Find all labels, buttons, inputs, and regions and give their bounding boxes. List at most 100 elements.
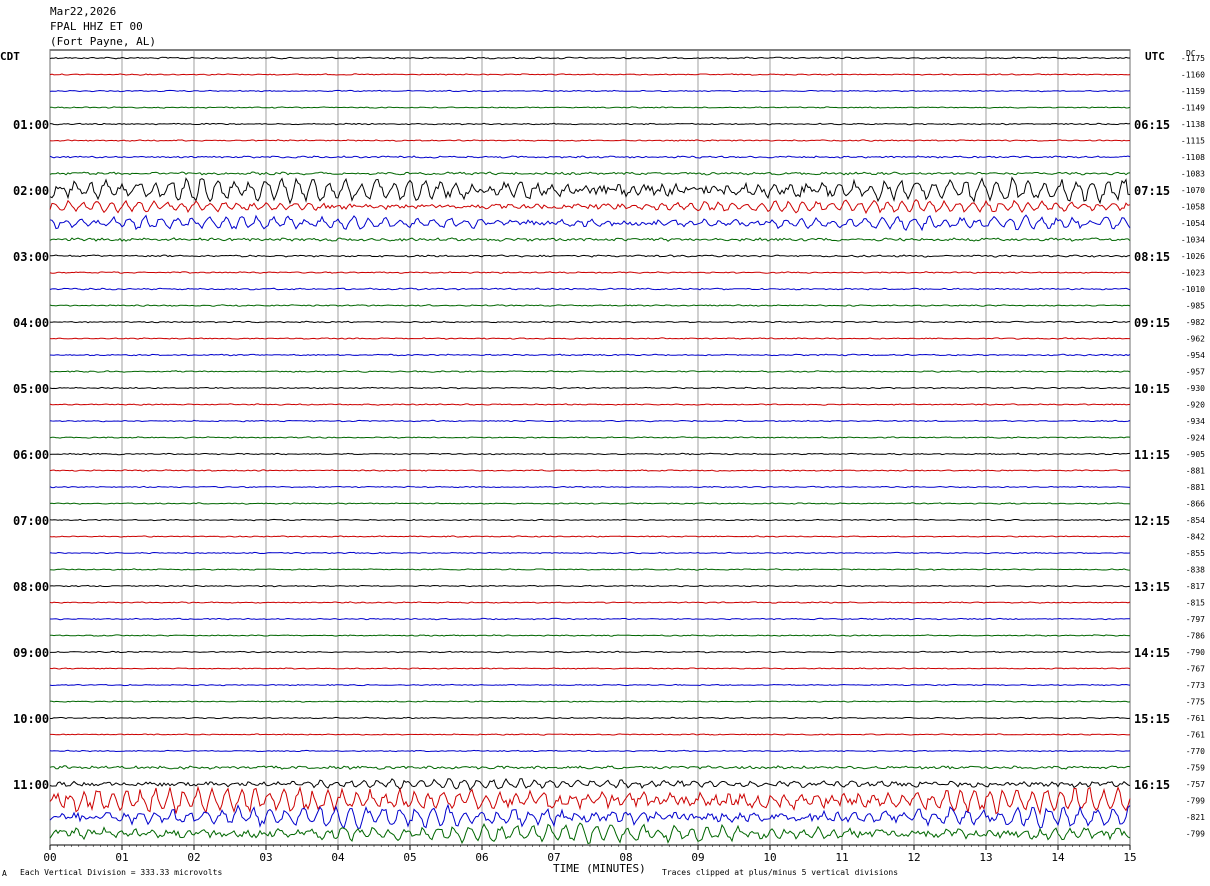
dc-offset-label: -934 (1186, 417, 1205, 426)
location-label: (Fort Payne, AL) (50, 35, 156, 48)
seismic-trace (49, 601, 1131, 604)
seismic-trace (49, 254, 1131, 258)
dc-offset-label: -797 (1186, 615, 1205, 624)
dc-offset-label: -924 (1186, 434, 1205, 443)
left-hour-label: 11:00 (13, 778, 49, 792)
corner-mark: A (2, 869, 7, 878)
dc-offset-label: -775 (1186, 698, 1205, 707)
dc-offset-label: -767 (1186, 665, 1205, 674)
dc-offset-label: -881 (1186, 467, 1205, 476)
right-hour-labels: 06:15 07:15 08:15 09:15 10:15 11:15 12:15 13:15… (1134, 118, 1170, 792)
dc-offset-label: -930 (1186, 384, 1205, 393)
seismic-trace (50, 106, 1131, 109)
x-tick-label: 04 (331, 851, 345, 864)
left-hour-label: 06:00 (13, 448, 49, 462)
dc-offset-label: -982 (1186, 318, 1205, 327)
seismic-trace (49, 370, 1131, 373)
dc-offset-label: -799 (1186, 797, 1205, 806)
x-tick-label: 05 (403, 851, 416, 864)
left-hour-label: 10:00 (13, 712, 49, 726)
dc-offset-label: -905 (1186, 450, 1205, 459)
seismic-trace (49, 452, 1131, 456)
x-tick-label: 06 (475, 851, 488, 864)
seismic-trace (49, 304, 1131, 307)
seismic-trace (49, 803, 1131, 829)
seismic-trace (49, 749, 1131, 753)
left-hour-label: 09:00 (13, 646, 49, 660)
seismic-trace (49, 469, 1131, 472)
left-hour-label: 03:00 (13, 250, 49, 264)
left-hour-label: 01:00 (13, 118, 49, 132)
dc-offset-label: -770 (1186, 747, 1205, 756)
seismic-trace (49, 386, 1131, 390)
seismic-trace (49, 89, 1131, 93)
scale-note: Each Vertical Division = 333.33 microvol… (20, 868, 223, 877)
dc-offset-label: -1010 (1181, 285, 1205, 294)
dc-offset-label: -1070 (1181, 186, 1205, 195)
seismic-trace (49, 56, 1130, 60)
x-tick-label: 00 (43, 851, 56, 864)
seismic-trace (49, 403, 1131, 406)
date-label: Mar22,2026 (50, 5, 117, 18)
dc-offset-label: -761 (1186, 731, 1205, 740)
seismic-trace (49, 551, 1131, 555)
left-hour-label: 05:00 (13, 382, 49, 396)
x-tick-label: 11 (835, 851, 848, 864)
right-hour-label: 15:15 (1134, 712, 1170, 726)
right-hour-label: 14:15 (1134, 646, 1170, 660)
seismic-trace (49, 214, 1131, 232)
seismic-trace (49, 822, 1131, 845)
seismic-trace (49, 765, 1131, 770)
left-hour-label: 07:00 (13, 514, 49, 528)
dc-offset-label: -1058 (1181, 203, 1205, 212)
dc-offset-label: -1159 (1181, 87, 1205, 96)
x-tick-label: 08 (619, 851, 632, 864)
dc-offset-label: -1023 (1181, 269, 1205, 278)
left-hour-label: 04:00 (13, 316, 49, 330)
x-tick-label: 15 (1123, 851, 1136, 864)
dc-offset-label: -962 (1186, 335, 1205, 344)
right-hour-label: 10:15 (1134, 382, 1170, 396)
right-hour-label: 08:15 (1134, 250, 1170, 264)
right-hour-label: 06:15 (1134, 118, 1170, 132)
right-hour-label: 09:15 (1134, 316, 1170, 330)
right-hour-label: 11:15 (1134, 448, 1170, 462)
x-tick-label: 10 (763, 851, 776, 864)
seismic-trace (50, 650, 1131, 654)
seismic-trace (49, 518, 1131, 522)
left-hour-labels: 01:00 02:00 03:00 04:00 05:00 06:00 07:00 08:00… (13, 118, 49, 792)
dc-offset-label: -1083 (1181, 170, 1205, 179)
dc-label: DC (1186, 49, 1196, 58)
seismic-trace (49, 700, 1131, 703)
dc-offset-label: -1175 (1181, 54, 1205, 63)
dc-offset-label: -1054 (1181, 219, 1205, 228)
dc-offset-label: -821 (1186, 813, 1205, 822)
x-tick-label: 12 (907, 851, 920, 864)
seismic-trace (49, 535, 1131, 538)
right-hour-label: 13:15 (1134, 580, 1170, 594)
x-axis: 00 01 02 03 04 05 06 07 08 09 10 11 12 13 14 15 (43, 845, 1137, 864)
seismic-trace (49, 237, 1131, 242)
dc-offset-label: -985 (1186, 302, 1205, 311)
dc-offset-label: -1115 (1181, 137, 1205, 146)
dc-offset-label: -854 (1186, 516, 1205, 525)
dc-offset-label: -920 (1186, 401, 1205, 410)
dc-offset-label: -761 (1186, 714, 1205, 723)
seismic-trace (49, 778, 1131, 791)
seismic-trace (49, 320, 1131, 324)
x-tick-label: 02 (187, 851, 200, 864)
dc-offset-label: -1034 (1181, 236, 1205, 245)
dc-offset-label: -866 (1186, 500, 1205, 509)
dc-offset-label: -838 (1186, 566, 1205, 575)
dc-offset-label: -786 (1186, 632, 1205, 641)
seismic-trace (49, 634, 1131, 637)
dc-offset-label: -954 (1186, 351, 1205, 360)
seismic-trace (49, 176, 1131, 205)
right-timezone-label: UTC (1145, 50, 1165, 63)
x-tick-label: 01 (115, 851, 128, 864)
dc-offset-label: -1149 (1181, 104, 1205, 113)
dc-offset-label: -957 (1186, 368, 1205, 377)
right-hour-label: 16:15 (1134, 778, 1170, 792)
x-tick-label: 09 (691, 851, 704, 864)
seismic-trace (49, 584, 1131, 588)
